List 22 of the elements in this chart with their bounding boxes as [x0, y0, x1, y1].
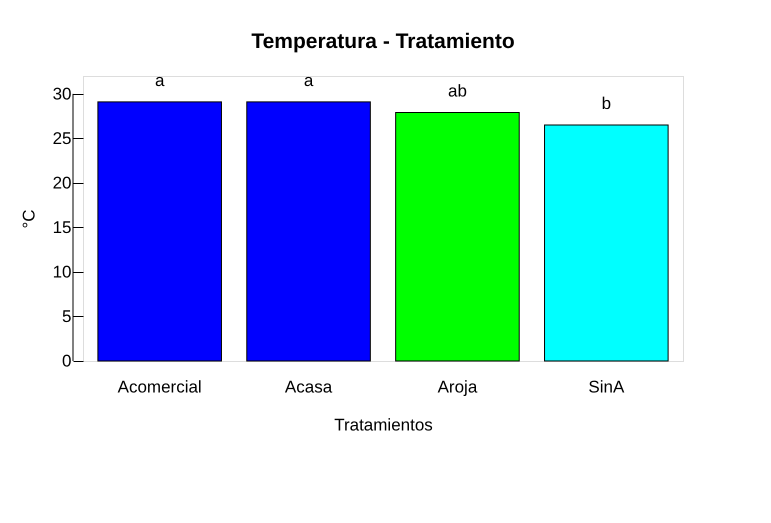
y-tick-label: 5: [62, 306, 72, 326]
bar: [544, 124, 669, 362]
x-tick-label: Aroja: [438, 378, 478, 396]
y-tick-label: 10: [52, 262, 72, 282]
annotation: ab: [448, 82, 467, 101]
bar: [97, 101, 222, 362]
y-tick-label: 30: [52, 84, 72, 104]
annotation: a: [154, 70, 165, 90]
annotation: b: [602, 94, 612, 113]
bar: [246, 101, 371, 362]
x-axis-title: Tratamientos: [334, 416, 433, 434]
annotation: a: [304, 70, 314, 90]
y-tick-label: 0: [62, 352, 72, 370]
bar: [395, 112, 520, 362]
chart-title: Temperatura - Tratamiento: [251, 30, 515, 53]
y-tick-label: 20: [52, 173, 72, 192]
x-tick-label: Acomercial: [118, 378, 202, 396]
y-tick-label: 15: [52, 218, 72, 237]
x-tick-label: SinA: [588, 378, 625, 396]
y-axis-title: °C: [20, 209, 39, 229]
x-tick-label: Acasa: [284, 378, 333, 396]
y-tick-label: 25: [52, 128, 72, 148]
